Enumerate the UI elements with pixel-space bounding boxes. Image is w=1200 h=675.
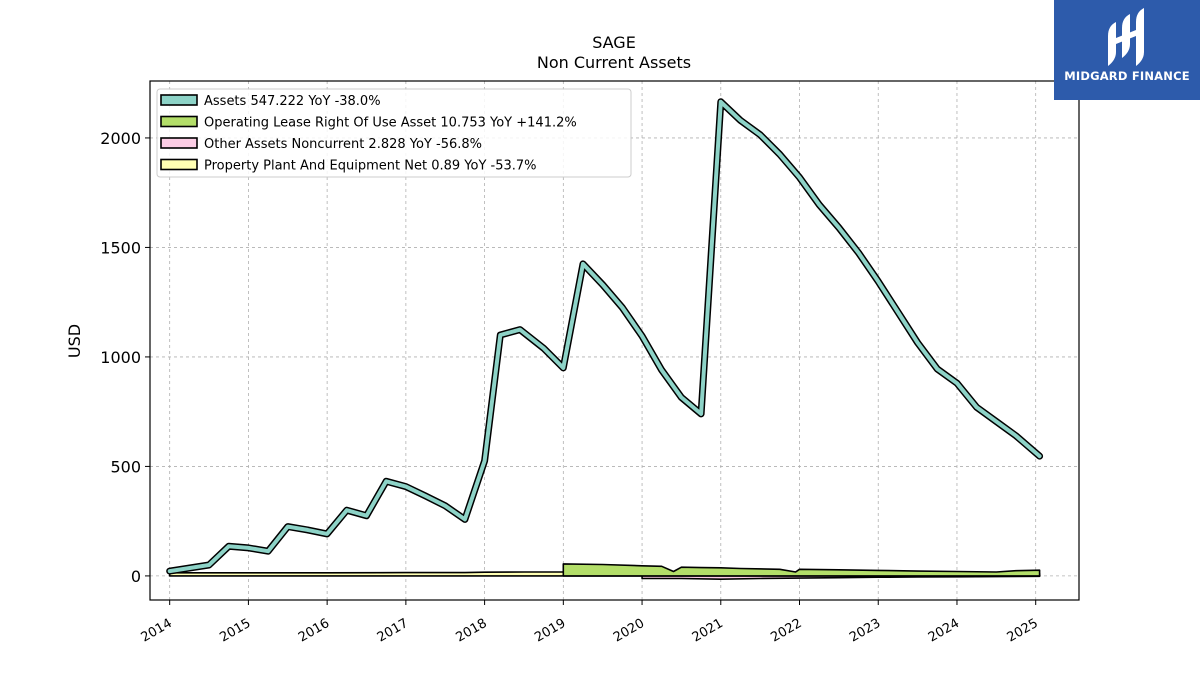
- legend-label: Operating Lease Right Of Use Asset 10.75…: [204, 116, 577, 131]
- x-tick-label: 2020: [611, 616, 647, 646]
- series-area-1: [562, 563, 1041, 577]
- y-tick-label: 2000: [100, 129, 141, 148]
- x-tick-label: 2025: [1005, 616, 1041, 646]
- logo: MIDGARD FINANCE: [1054, 0, 1200, 100]
- y-tick-label: 500: [110, 457, 141, 476]
- legend-label: Property Plant And Equipment Net 0.89 Yo…: [204, 159, 537, 174]
- x-tick-label: 2014: [139, 616, 175, 646]
- midgard-logo-icon: [1108, 8, 1144, 66]
- x-tick-label: 2015: [217, 616, 253, 646]
- legend-swatch: [160, 137, 198, 149]
- x-tick-label: 2024: [926, 616, 962, 646]
- y-tick-label: 1000: [100, 348, 141, 367]
- x-tick-label: 2019: [532, 616, 568, 646]
- legend-swatch: [160, 115, 198, 128]
- series-assets-line: [167, 99, 1042, 574]
- y-tick-label: 1500: [100, 238, 141, 257]
- x-tick-label: 2018: [454, 616, 490, 646]
- grid: [150, 81, 1079, 600]
- x-tick-label: 2017: [375, 616, 411, 646]
- x-tick-label: 2021: [690, 616, 726, 646]
- x-tick-label: 2022: [768, 616, 804, 646]
- legend-label: Other Assets Noncurrent 2.828 YoY -56.8%: [204, 137, 482, 152]
- y-tick-label: 0: [131, 567, 141, 586]
- logo-name: MIDGARD FINANCE: [1064, 69, 1190, 83]
- x-tick-label: 2016: [296, 616, 332, 646]
- plot-frame: [149, 80, 1080, 601]
- chart-title: SAGE: [592, 33, 636, 52]
- legend-box: [156, 88, 632, 178]
- legend: Assets 547.222 YoY -38.0% Operating Lease…: [156, 88, 632, 178]
- legend-label: Assets 547.222 YoY -38.0%: [204, 94, 381, 109]
- chart-subtitle: Non Current Assets: [537, 53, 691, 72]
- series-layer: [166, 98, 1044, 580]
- legend-swatch: [160, 94, 198, 106]
- x-tick-label: 2023: [847, 616, 883, 646]
- y-axis-label: USD: [65, 324, 84, 358]
- legend-swatch: [160, 158, 198, 171]
